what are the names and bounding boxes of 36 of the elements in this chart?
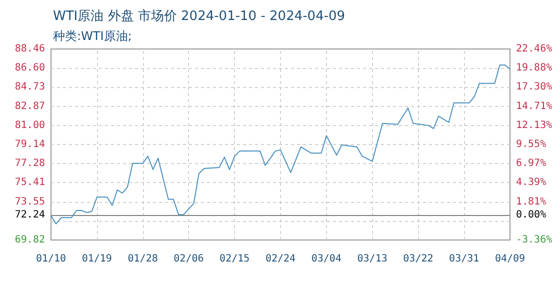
y-tick-label: 88.46	[14, 44, 45, 54]
y2-tick-label: -3.36%	[516, 234, 552, 246]
x-tick-label: 01/10	[36, 254, 66, 264]
chart-subtitle: 种类:WTI原油;	[53, 29, 132, 43]
x-tick-label: 03/31	[449, 254, 480, 264]
y2-tick-label: 17.30%	[516, 82, 552, 93]
y-tick-label: 81.00	[14, 120, 45, 131]
x-tick-label: 03/22	[403, 254, 434, 264]
y-tick-label: 86.60	[14, 62, 45, 74]
y2-tick-label: 9.55%	[516, 139, 546, 150]
y-tick-label: 69.82	[14, 234, 45, 246]
x-tick-label: 03/04	[311, 254, 342, 264]
y2-tick-label: 12.13%	[516, 120, 552, 131]
y-tick-label: 82.87	[14, 100, 45, 112]
x-tick-label: 02/06	[174, 254, 204, 264]
x-tick-label: 01/19	[82, 254, 112, 264]
y2-tick-label: 6.97%	[516, 158, 546, 170]
y2-tick-label: 1.81%	[516, 196, 546, 208]
x-tick-label: 04/09	[494, 254, 526, 264]
y-tick-label: 75.41	[14, 177, 45, 188]
x-tick-label: 03/13	[357, 254, 388, 264]
y2-tick-label: 14.71%	[516, 100, 552, 112]
y-tick-label: 73.55	[14, 196, 45, 208]
y-tick-label: 77.28	[14, 158, 45, 170]
y-tick-label: 72.24	[14, 210, 45, 221]
y2-tick-label: 4.39%	[516, 177, 546, 188]
y-tick-label: 79.14	[14, 139, 45, 150]
y2-tick-label: 19.88%	[516, 62, 552, 74]
x-tick-label: 01/28	[128, 254, 158, 264]
line-series	[50, 64, 510, 224]
chart-title: WTI原油 外盘 市场价 2024-01-10 - 2024-04-09	[53, 9, 346, 24]
x-tick-label: 02/15	[220, 254, 250, 264]
y-tick-label: 84.73	[14, 82, 45, 93]
y2-tick-label: 0.00%	[516, 210, 546, 221]
y2-tick-label: 22.46%	[516, 44, 552, 54]
x-tick-label: 02/24	[265, 254, 296, 264]
